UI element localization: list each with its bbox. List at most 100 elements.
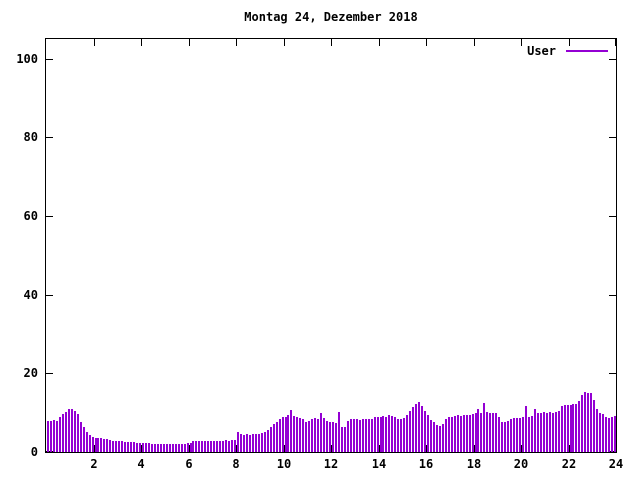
data-bar <box>77 414 79 452</box>
data-bar <box>276 422 278 452</box>
data-bar <box>187 443 189 452</box>
axis-tick <box>331 39 332 46</box>
data-bar <box>380 417 382 452</box>
data-bar <box>522 417 524 452</box>
data-bar <box>463 415 465 452</box>
data-bar <box>498 417 500 452</box>
data-bar <box>534 409 536 452</box>
data-bar <box>252 434 254 452</box>
data-bar <box>608 418 610 452</box>
axis-tick <box>609 373 616 374</box>
data-bar <box>472 414 474 452</box>
data-bar <box>59 417 61 452</box>
data-bar <box>166 444 168 452</box>
data-bar <box>314 418 316 452</box>
axis-tick <box>331 445 332 452</box>
axis-tick <box>46 216 53 217</box>
data-bar <box>371 419 373 452</box>
data-bar <box>308 421 310 452</box>
axis-tick <box>609 137 616 138</box>
axis-tick <box>474 445 475 452</box>
axis-tick <box>609 59 616 60</box>
data-bar <box>53 420 55 452</box>
data-bar <box>267 430 269 452</box>
data-bar <box>525 406 527 452</box>
data-bar <box>234 440 236 452</box>
data-bar <box>83 427 85 452</box>
data-bar <box>584 392 586 452</box>
data-bar <box>581 395 583 452</box>
data-bar <box>198 441 200 452</box>
y-tick-label: 20 <box>23 366 38 380</box>
data-bar <box>368 419 370 452</box>
data-bar <box>492 413 494 452</box>
data-bar <box>290 410 292 452</box>
data-bar <box>587 393 589 452</box>
data-bar <box>590 393 592 452</box>
data-bar <box>365 419 367 452</box>
data-bar <box>564 405 566 452</box>
data-bar <box>249 435 251 452</box>
data-bar <box>433 422 435 452</box>
data-bar <box>287 415 289 452</box>
axis-tick <box>284 445 285 452</box>
data-bar <box>332 422 334 452</box>
data-bar <box>359 420 361 452</box>
data-bar <box>388 415 390 452</box>
data-bar <box>406 415 408 452</box>
axis-tick <box>236 39 237 46</box>
x-tick-label: 2 <box>90 457 98 471</box>
data-bar <box>279 419 281 452</box>
data-bar <box>299 418 301 452</box>
data-bar <box>391 416 393 452</box>
y-tick-label: 0 <box>30 445 38 459</box>
data-bar <box>157 444 159 452</box>
data-bar <box>466 415 468 452</box>
data-bar <box>445 419 447 452</box>
data-bar <box>92 437 94 452</box>
data-bar <box>421 406 423 452</box>
data-bar <box>356 419 358 452</box>
x-tick-label: 14 <box>371 457 387 471</box>
data-bar <box>602 414 604 452</box>
data-bar <box>115 441 117 452</box>
data-bar <box>130 442 132 452</box>
plot-area <box>45 38 617 453</box>
data-bar <box>457 415 459 452</box>
data-bar <box>282 417 284 452</box>
axis-tick <box>569 445 570 452</box>
data-bar <box>228 441 230 452</box>
data-bar <box>570 405 572 452</box>
data-bar <box>335 423 337 452</box>
data-bar <box>213 441 215 452</box>
data-bar <box>100 438 102 452</box>
axis-tick <box>609 295 616 296</box>
data-bar <box>599 413 601 452</box>
data-bar <box>430 420 432 452</box>
x-tick-label: 16 <box>418 457 434 471</box>
axis-tick <box>94 445 95 452</box>
data-bar <box>240 434 242 452</box>
data-bar <box>181 444 183 452</box>
data-bar <box>516 418 518 452</box>
data-bar <box>258 434 260 452</box>
axis-tick <box>521 445 522 452</box>
data-bar <box>510 419 512 452</box>
axis-tick <box>141 39 142 46</box>
data-bar <box>374 417 376 452</box>
y-tick-label: 60 <box>23 209 38 223</box>
data-bar <box>614 416 616 452</box>
data-bar <box>97 438 99 452</box>
data-bar <box>483 403 485 452</box>
x-tick-label: 24 <box>608 457 624 471</box>
axis-tick <box>609 216 616 217</box>
data-bar <box>89 435 91 452</box>
data-bar <box>148 443 150 452</box>
y-tick-label: 100 <box>16 52 38 66</box>
axis-tick <box>379 39 380 46</box>
axis-tick <box>46 373 53 374</box>
x-tick-label: 10 <box>276 457 292 471</box>
axis-tick <box>521 39 522 46</box>
data-bar <box>311 419 313 452</box>
data-bar <box>175 444 177 452</box>
